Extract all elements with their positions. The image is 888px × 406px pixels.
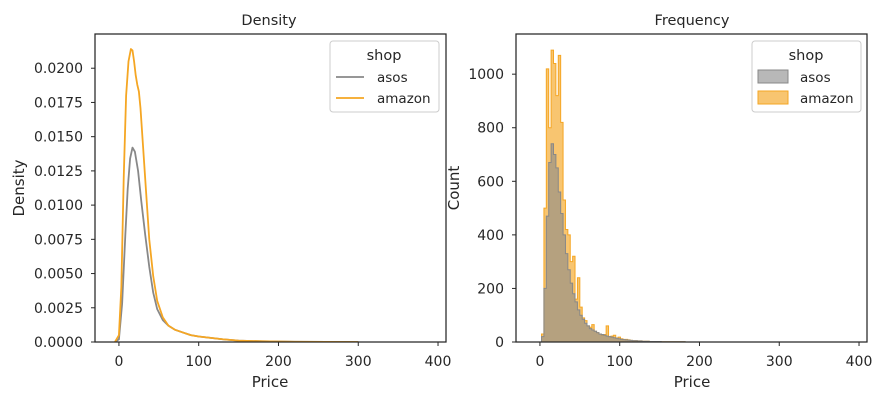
frequency-legend-label-asos: asos <box>800 70 831 86</box>
frequency-legend-label-amazon: amazon <box>800 91 854 107</box>
frequency-y-tick-label: 200 <box>477 281 504 297</box>
density-plot-area <box>114 48 359 342</box>
frequency-panel: Frequency 0 100 200 300 400 0 200 400 600 800 100… <box>445 13 872 391</box>
density-x-ticks: 0 100 200 300 400 <box>114 342 451 370</box>
density-x-tick-label: 200 <box>265 354 292 370</box>
density-y-tick-label: 0.0025 <box>34 301 83 317</box>
density-y-ticks: 0.0000 0.0025 0.0050 0.0075 0.0100 0.0125 0.01… <box>34 61 95 351</box>
frequency-x-tick-label: 0 <box>535 354 544 370</box>
frequency-y-tick-label: 1000 <box>468 67 504 83</box>
density-y-tick-label: 0.0075 <box>34 232 83 248</box>
frequency-x-tick-label: 400 <box>846 354 873 370</box>
density-y-tick-label: 0.0200 <box>34 61 83 77</box>
frequency-y-tick-label: 800 <box>477 121 504 137</box>
frequency-axes-frame <box>515 33 868 343</box>
frequency-x-tick-label: 300 <box>766 354 793 370</box>
frequency-y-ticks: 0 200 400 600 800 1000 <box>468 67 516 351</box>
density-x-tick-label: 400 <box>425 354 452 370</box>
frequency-y-tick-label: 600 <box>477 174 504 190</box>
density-y-tick-label: 0.0050 <box>34 267 83 283</box>
frequency-legend-swatch-amazon <box>757 90 789 105</box>
density-axes-frame <box>94 33 447 343</box>
frequency-title: Frequency <box>655 13 730 29</box>
frequency-legend: shop asos amazon <box>751 40 862 113</box>
frequency-x-ticks: 0 100 200 300 400 <box>535 342 872 370</box>
density-x-tick-label: 300 <box>345 354 372 370</box>
density-y-tick-label: 0.0175 <box>34 95 83 111</box>
density-legend-box <box>329 40 440 113</box>
density-x-label: Price <box>252 373 289 391</box>
density-y-tick-label: 0.0150 <box>34 130 83 146</box>
density-legend-label-asos: asos <box>377 70 408 86</box>
frequency-x-label: Price <box>674 373 711 391</box>
density-y-tick-label: 0.0000 <box>34 335 83 351</box>
frequency-y-tick-label: 400 <box>477 228 504 244</box>
density-x-tick-label: 100 <box>185 354 212 370</box>
density-legend-title: shop <box>367 48 402 64</box>
density-legend: shop asos amazon <box>329 40 440 113</box>
density-line-amazon <box>114 48 359 342</box>
density-title: Density <box>241 13 297 29</box>
frequency-x-tick-label: 200 <box>686 354 713 370</box>
frequency-y-tick-label: 0 <box>495 335 504 351</box>
density-y-tick-label: 0.0100 <box>34 198 83 214</box>
density-y-tick-label: 0.0125 <box>34 164 83 180</box>
frequency-legend-title: shop <box>789 48 824 64</box>
density-x-tick-label: 0 <box>114 354 123 370</box>
frequency-x-tick-label: 100 <box>606 354 633 370</box>
density-y-label: Density <box>10 159 28 216</box>
frequency-legend-swatch-asos <box>757 69 789 84</box>
density-panel: Density 0 100 200 300 400 0.0000 0.0025 0.0050… <box>10 13 451 391</box>
frequency-y-label: Count <box>445 166 463 211</box>
density-legend-label-amazon: amazon <box>377 91 431 107</box>
